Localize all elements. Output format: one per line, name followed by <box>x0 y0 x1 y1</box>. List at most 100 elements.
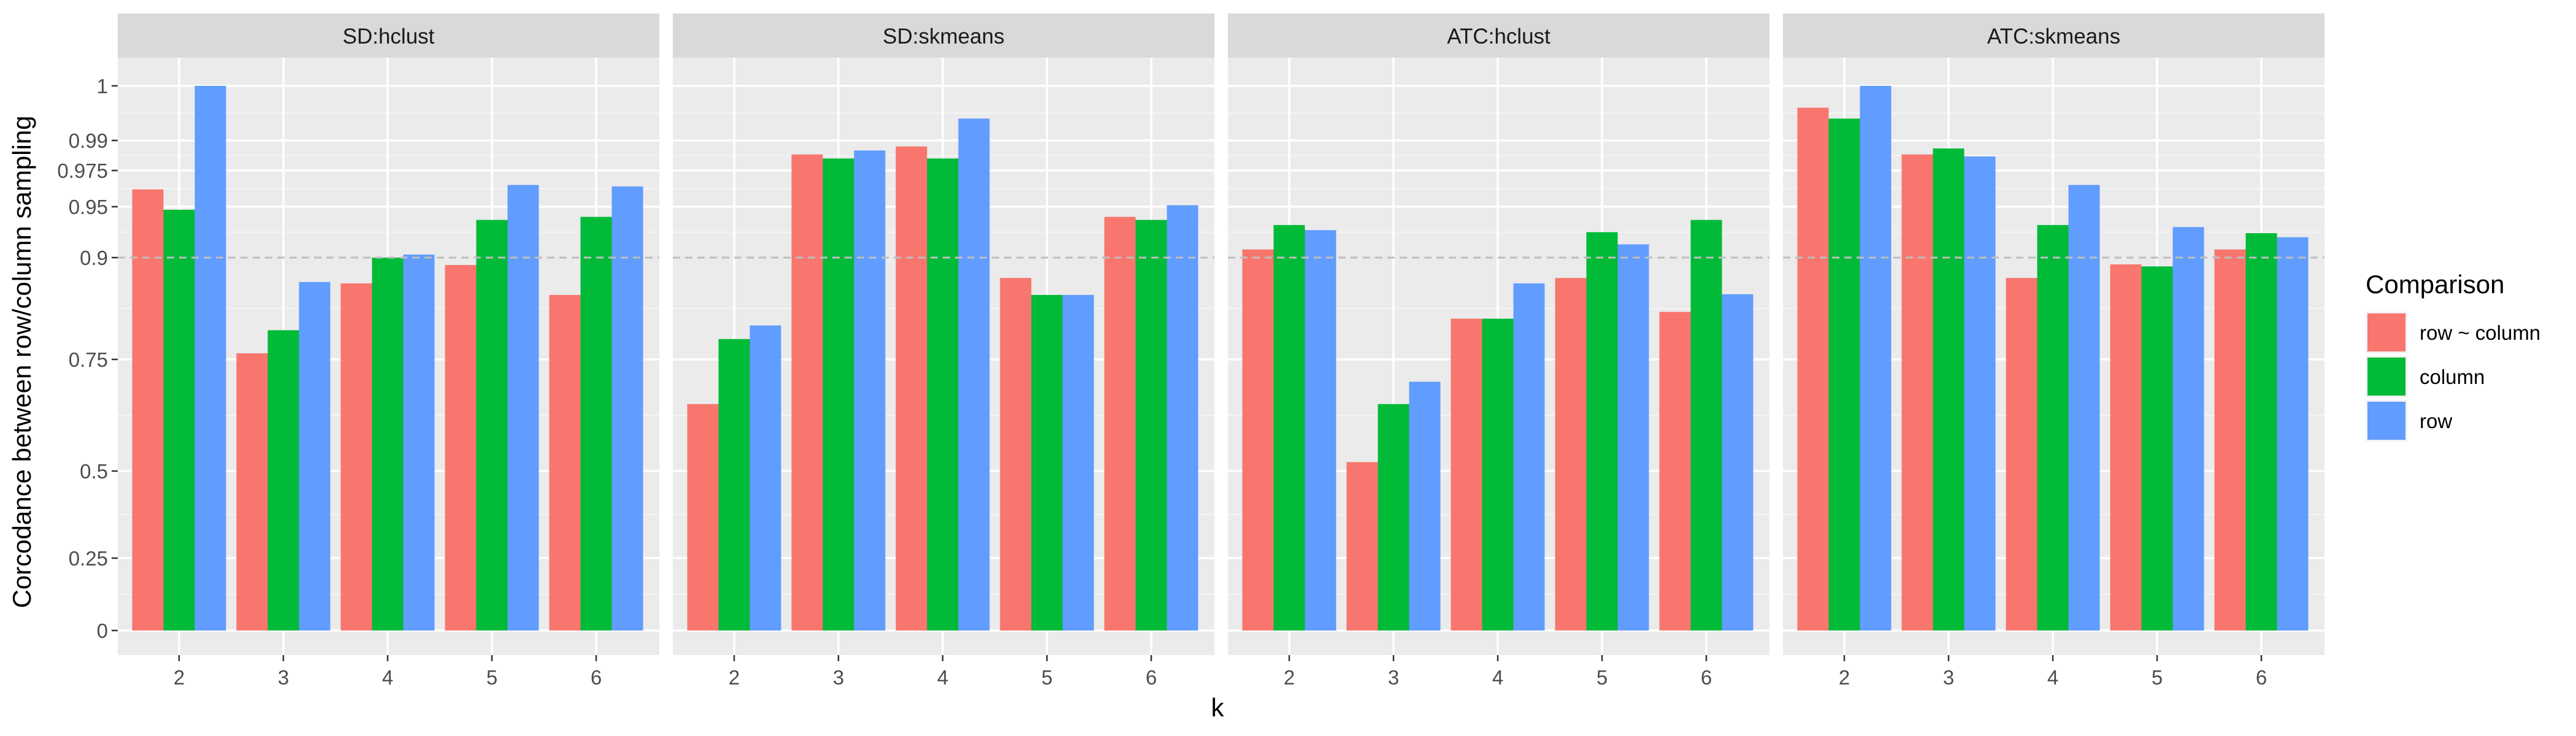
legend-swatch <box>2367 313 2405 351</box>
x-tick-label: 4 <box>382 666 393 689</box>
x-tick-label: 5 <box>1597 666 1608 689</box>
bar <box>549 294 581 631</box>
bar <box>1273 224 1305 631</box>
bar <box>299 282 331 631</box>
x-tick-label: 6 <box>1146 666 1157 689</box>
x-tick-label: 2 <box>174 666 185 689</box>
bar <box>2245 233 2277 631</box>
bar <box>267 330 299 631</box>
x-tick-label: 6 <box>1701 666 1712 689</box>
bar <box>2006 278 2037 631</box>
bar <box>1722 294 1754 631</box>
x-tick-label: 2 <box>1839 666 1850 689</box>
bar <box>1964 156 1996 631</box>
bar <box>718 339 750 631</box>
bar <box>1378 404 1409 631</box>
facet-title: SD:hclust <box>343 25 435 48</box>
y-axis: 0 0.25 0.5 0.75 0.9 0.95 0.975 0.99 1 <box>57 75 118 642</box>
bar <box>1167 205 1198 631</box>
legend-title: Comparison <box>2366 270 2504 299</box>
facet-panels: SD:hclust 2 3 4 5 6 SD:skmeans 2 3 4 5 6 ATC:hclust 2… <box>118 13 2325 689</box>
bar <box>1690 220 1722 631</box>
x-axis-label: k <box>1211 693 1225 722</box>
facet-strip <box>1228 13 1769 58</box>
x-tick-label: 4 <box>1492 666 1503 689</box>
bar <box>236 353 268 631</box>
bar <box>1062 294 1094 631</box>
x-tick-label: 3 <box>1943 666 1954 689</box>
legend: Comparison row ~ column column row <box>2366 270 2540 442</box>
facet-panel: ATC:skmeans 2 3 4 5 6 <box>1783 13 2325 689</box>
bar <box>1513 283 1545 631</box>
facet-panel: ATC:hclust 2 3 4 5 6 <box>1228 13 1769 689</box>
bar <box>958 118 990 631</box>
y-tick-label: 0.9 <box>80 247 108 269</box>
bar <box>1482 318 1514 631</box>
bar <box>445 265 477 631</box>
facet-title: ATC:skmeans <box>1987 25 2120 48</box>
bar <box>1828 118 1860 631</box>
facet-panel: SD:hclust 2 3 4 5 6 <box>118 13 659 689</box>
bar <box>791 154 823 631</box>
x-tick-label: 3 <box>1388 666 1399 689</box>
x-tick-label: 5 <box>486 666 497 689</box>
bar <box>927 158 959 631</box>
bar <box>2214 249 2246 631</box>
bar <box>1135 220 1167 631</box>
bar <box>1555 278 1587 631</box>
y-tick-label: 0.99 <box>69 129 108 152</box>
bar <box>2037 224 2069 631</box>
bar <box>372 258 404 631</box>
bar <box>1346 462 1378 631</box>
bar <box>163 209 195 631</box>
x-tick-label: 2 <box>729 666 740 689</box>
y-tick-label: 0.95 <box>69 196 108 218</box>
y-tick-label: 0.75 <box>69 348 108 371</box>
x-tick-label: 6 <box>591 666 602 689</box>
bar <box>1000 278 1032 631</box>
x-tick-label: 3 <box>278 666 289 689</box>
x-tick-label: 4 <box>2047 666 2058 689</box>
bar <box>1104 217 1136 631</box>
legend-label: column <box>2420 366 2485 388</box>
bar <box>2172 227 2204 631</box>
x-tick-label: 5 <box>2152 666 2163 689</box>
x-tick-label: 6 <box>2256 666 2267 689</box>
bar <box>507 185 539 631</box>
legend-swatch <box>2367 358 2405 396</box>
y-tick-label: 0.975 <box>57 159 108 182</box>
x-tick-label: 4 <box>937 666 948 689</box>
bar <box>2110 264 2142 631</box>
y-tick-label: 0.25 <box>69 547 108 570</box>
bar <box>687 404 719 631</box>
legend-label: row ~ column <box>2420 321 2540 344</box>
y-tick-label: 0 <box>97 619 108 642</box>
facet-strip <box>1783 13 2325 58</box>
legend-label: row <box>2420 410 2452 432</box>
bar <box>1797 107 1829 631</box>
bar <box>1617 244 1649 631</box>
bar <box>2141 266 2173 631</box>
bar <box>611 186 643 631</box>
y-tick-label: 1 <box>97 75 108 98</box>
facet-title: ATC:hclust <box>1447 25 1551 48</box>
bar <box>1901 154 1933 631</box>
bar <box>1305 230 1336 631</box>
x-tick-label: 3 <box>833 666 844 689</box>
y-axis-label: Corcodance between row/column sampling <box>7 115 36 608</box>
bar <box>132 189 164 631</box>
bar <box>194 86 226 631</box>
bar <box>2277 237 2309 631</box>
bar <box>476 220 508 631</box>
bar <box>1242 249 1274 631</box>
bar <box>854 150 886 631</box>
facet-strip <box>673 13 1214 58</box>
bar <box>1031 294 1063 631</box>
bar <box>340 283 372 631</box>
x-tick-label: 5 <box>1041 666 1052 689</box>
legend-swatch <box>2367 402 2405 440</box>
y-tick-label: 0.5 <box>80 460 108 483</box>
bar <box>2068 185 2100 631</box>
bar <box>1409 381 1441 631</box>
